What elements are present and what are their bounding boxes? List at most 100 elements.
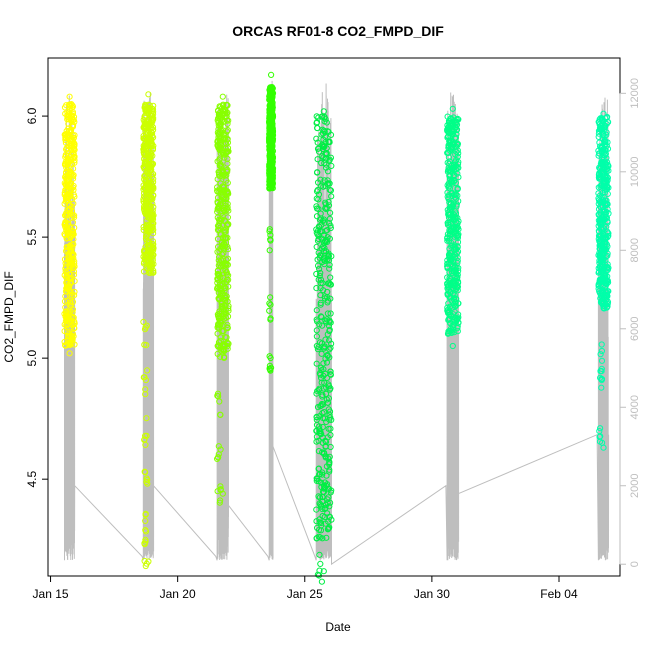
data-point bbox=[445, 214, 453, 221]
x-tick-label: Jan 25 bbox=[287, 587, 323, 601]
data-point bbox=[327, 209, 334, 216]
data-point bbox=[220, 250, 227, 257]
data-point bbox=[217, 411, 224, 418]
data-point bbox=[141, 120, 148, 127]
data-point bbox=[315, 262, 322, 269]
data-point bbox=[317, 269, 324, 277]
data-point bbox=[323, 150, 330, 157]
data-point bbox=[324, 352, 331, 360]
x-tick-label: Jan 15 bbox=[33, 587, 69, 601]
data-point bbox=[321, 177, 328, 184]
data-point bbox=[141, 436, 148, 443]
data-point bbox=[315, 145, 322, 152]
data-point bbox=[221, 294, 228, 301]
data-point bbox=[141, 326, 149, 333]
data-point bbox=[214, 226, 222, 234]
data-point bbox=[218, 115, 225, 122]
data-point bbox=[142, 128, 149, 135]
data-point bbox=[215, 168, 222, 175]
data-point bbox=[140, 253, 147, 260]
data-point bbox=[269, 139, 276, 146]
data-point bbox=[148, 211, 155, 218]
data-point bbox=[327, 344, 334, 351]
data-point bbox=[144, 173, 151, 180]
data-point bbox=[147, 112, 154, 119]
data-point bbox=[326, 156, 333, 163]
data-point bbox=[453, 284, 461, 291]
data-point bbox=[266, 146, 273, 153]
data-point bbox=[267, 236, 274, 243]
data-point bbox=[601, 179, 608, 186]
data-point bbox=[145, 123, 152, 130]
data-point bbox=[598, 357, 606, 364]
data-point bbox=[217, 263, 224, 270]
data-point bbox=[444, 127, 451, 134]
data-point bbox=[326, 337, 333, 344]
data-point bbox=[223, 276, 230, 283]
data-point bbox=[319, 471, 326, 478]
data-point bbox=[146, 269, 153, 276]
data-point bbox=[315, 191, 322, 198]
data-point bbox=[68, 101, 75, 108]
data-point bbox=[599, 299, 606, 306]
data-point bbox=[268, 103, 276, 110]
data-point bbox=[325, 202, 333, 209]
data-point bbox=[225, 283, 232, 290]
data-point bbox=[322, 317, 329, 324]
data-point bbox=[447, 199, 454, 206]
data-point bbox=[604, 145, 612, 152]
data-point bbox=[321, 344, 328, 351]
data-point bbox=[70, 241, 77, 248]
data-point bbox=[603, 201, 611, 208]
data-point bbox=[266, 152, 273, 159]
flight-series-rf01 bbox=[61, 93, 78, 357]
data-point bbox=[313, 243, 320, 250]
data-point bbox=[219, 490, 226, 497]
data-point bbox=[146, 149, 153, 156]
data-point bbox=[266, 300, 273, 307]
data-point bbox=[224, 261, 231, 268]
data-point bbox=[454, 170, 461, 177]
data-point bbox=[140, 223, 147, 231]
data-point bbox=[318, 503, 325, 510]
data-point bbox=[66, 183, 73, 190]
data-point bbox=[452, 299, 459, 306]
data-point bbox=[318, 367, 325, 374]
data-point bbox=[450, 321, 457, 328]
data-point bbox=[327, 281, 334, 288]
data-point bbox=[269, 147, 276, 154]
data-point bbox=[320, 216, 327, 223]
data-point bbox=[596, 252, 603, 259]
data-point bbox=[223, 269, 230, 276]
data-point bbox=[324, 299, 331, 306]
data-point bbox=[63, 127, 70, 135]
data-point bbox=[142, 517, 149, 525]
data-point bbox=[322, 504, 329, 512]
flight-series-rf07 bbox=[595, 110, 612, 451]
data-point bbox=[313, 477, 320, 484]
data-point bbox=[317, 560, 324, 568]
data-point bbox=[446, 269, 453, 276]
data-point bbox=[222, 208, 229, 215]
data-point bbox=[141, 144, 149, 151]
data-point bbox=[598, 256, 605, 263]
data-point bbox=[313, 307, 320, 314]
plot-frame bbox=[47, 57, 621, 577]
data-point bbox=[598, 347, 606, 355]
data-point bbox=[327, 274, 334, 281]
data-point bbox=[145, 181, 152, 188]
data-point bbox=[266, 132, 273, 139]
y-tick-label: 4.5 bbox=[25, 471, 39, 488]
data-point bbox=[65, 153, 72, 160]
data-point bbox=[602, 166, 609, 174]
data-point bbox=[69, 298, 77, 306]
x-axis: Jan 15 Jan 20 Jan 25 Jan 30 Feb 04 bbox=[33, 575, 578, 601]
data-point bbox=[214, 488, 221, 495]
data-point bbox=[148, 166, 155, 173]
data-point bbox=[600, 146, 607, 153]
data-point bbox=[313, 316, 320, 323]
data-point bbox=[224, 200, 231, 207]
data-point bbox=[62, 136, 69, 143]
data-point bbox=[313, 203, 320, 210]
data-point bbox=[455, 198, 462, 205]
